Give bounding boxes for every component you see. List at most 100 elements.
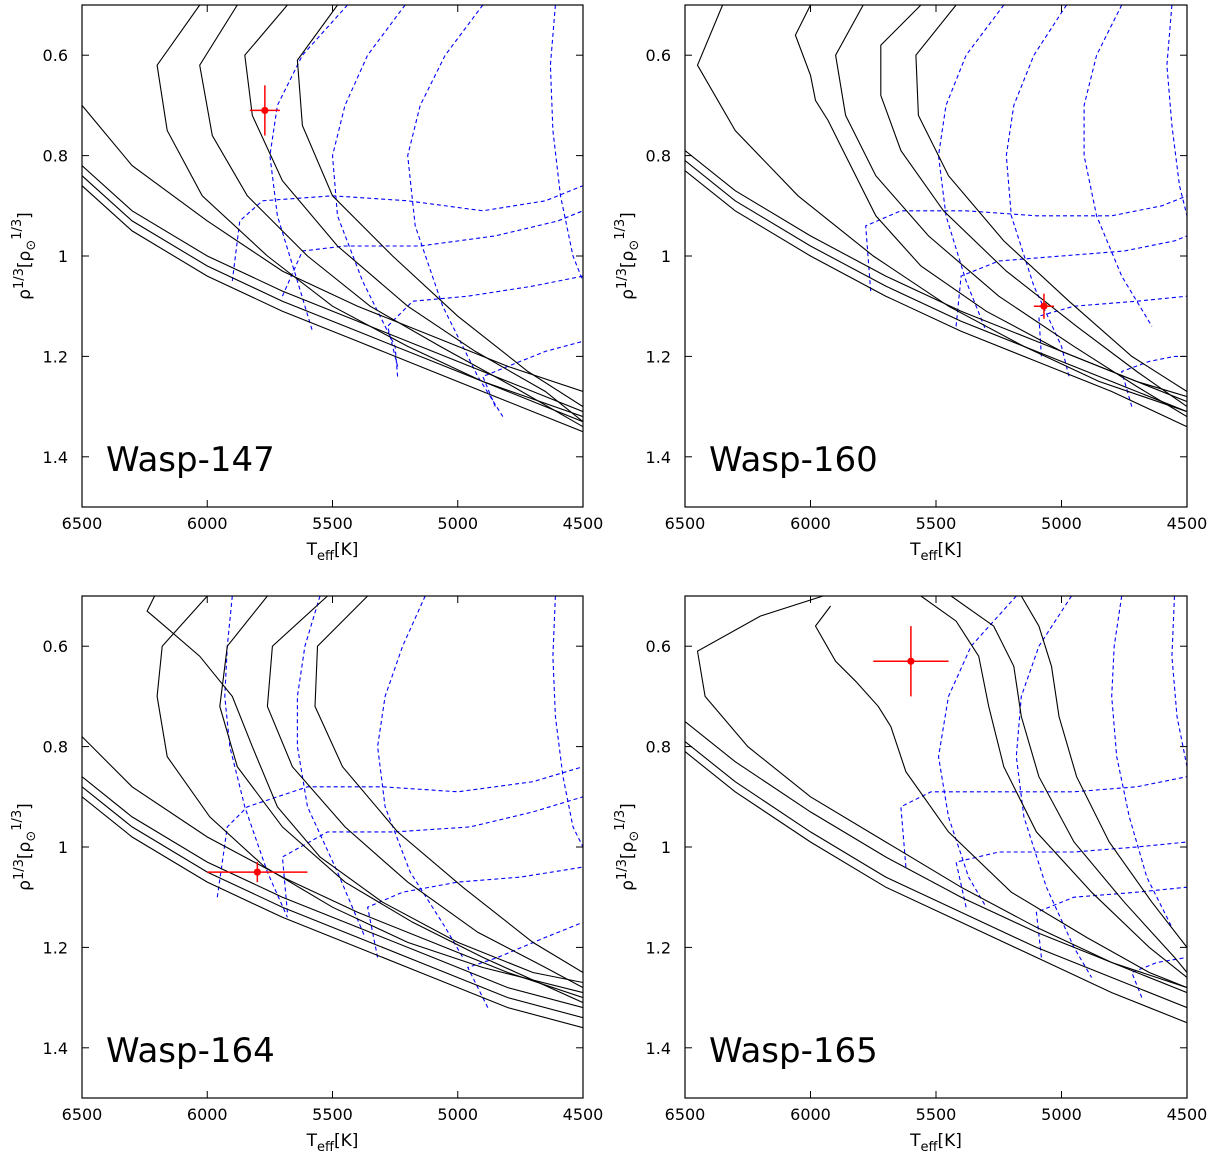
- star-data-point: [261, 106, 269, 115]
- y-axis-label: ρ1/3[ρ⊙1/3]: [10, 212, 39, 300]
- isochrone-line-3: [685, 751, 1187, 1024]
- evolution-track-5: [865, 195, 1187, 292]
- isochrone-line-2: [685, 741, 1187, 1009]
- isochrone-curve-4: [266, 596, 583, 989]
- isochrone-curve-1: [696, 5, 1187, 413]
- y-tick-label: 0.8: [43, 738, 68, 757]
- x-tick-label: 5500: [916, 514, 957, 533]
- y-tick-label: 1.2: [646, 347, 671, 366]
- plot-area: [82, 5, 583, 433]
- plot-area: [82, 596, 583, 1029]
- evolution-track-1: [937, 596, 1017, 908]
- evolution-track-6: [955, 235, 1187, 327]
- star-data-point: [1040, 302, 1048, 310]
- y-tick-label: 0.8: [43, 147, 68, 166]
- evolution-track-4: [549, 5, 583, 282]
- x-tick-label: 6000: [187, 1105, 228, 1124]
- y-tick-label: 0.6: [646, 637, 671, 656]
- star-name-label: Wasp-165: [709, 1031, 878, 1071]
- evolution-track-8: [1121, 355, 1187, 407]
- evolution-track-1: [937, 5, 1005, 332]
- x-tick-label: 6000: [790, 1105, 831, 1124]
- evolution-track-7: [366, 866, 583, 958]
- y-tick-label: 1.2: [646, 938, 671, 957]
- isochrone-curve-2: [199, 5, 583, 428]
- y-tick-label: 1: [661, 838, 671, 857]
- star-data-point: [253, 868, 261, 876]
- y-tick-label: 1.4: [43, 448, 68, 467]
- x-tick-label: 6500: [665, 1105, 706, 1124]
- isochrone-curve-1: [146, 596, 583, 984]
- panel-wasp-147: 6500 6000 5500 5000 4500 0.6 0.8 1 1.2 1.4 Teff[K]…: [10, 4, 604, 564]
- x-tick-label: 5500: [312, 1105, 353, 1124]
- x-axis-label: Teff[K]: [306, 540, 359, 564]
- plot-frame: [81, 4, 584, 508]
- plot-frame: [81, 595, 584, 1099]
- y-tick-label: 0.6: [646, 46, 671, 65]
- evolution-track-6: [281, 796, 583, 913]
- y-axis-label: ρ1/3[ρ⊙1/3]: [10, 803, 39, 891]
- x-tick-label: 4500: [563, 514, 604, 533]
- isochrone-curve-4: [296, 5, 583, 408]
- x-tick-label: 5500: [916, 1105, 957, 1124]
- isochrone-curve-5: [915, 5, 1187, 392]
- evolution-track-5: [900, 776, 1187, 868]
- panel-wasp-164: 6500 6000 5500 5000 4500 0.6 0.8 1 1.2 1.4 Teff[K]…: [10, 595, 604, 1155]
- evolution-track-5: [231, 185, 583, 282]
- evolution-track-7: [1035, 886, 1187, 958]
- panel-wasp-165: 6500 6000 5500 5000 4500 0.6 0.8 1 1.2 1.4 Teff[K]…: [613, 595, 1208, 1155]
- y-tick-label: 0.8: [646, 147, 671, 166]
- y-tick-label: 0.6: [43, 46, 68, 65]
- y-tick-label: 0.8: [646, 738, 671, 757]
- isochrone-curve-5: [1020, 596, 1187, 948]
- evolution-track-7: [386, 275, 583, 367]
- evolution-track-3: [407, 5, 504, 417]
- evolution-track-8: [467, 921, 583, 1008]
- x-tick-label: 4500: [563, 1105, 604, 1124]
- x-tick-label: 6000: [187, 514, 228, 533]
- x-axis-label: Teff[K]: [909, 540, 962, 564]
- isochrone-curve-1: [156, 5, 583, 418]
- isochrone-line-1: [82, 736, 583, 999]
- plot-frame: [684, 595, 1188, 1099]
- x-axis-label: Teff[K]: [909, 1131, 962, 1155]
- star-name-label: Wasp-147: [106, 440, 275, 480]
- x-tick-label: 5000: [437, 514, 478, 533]
- evolution-track-7: [1038, 295, 1187, 357]
- x-tick-label: 6500: [665, 514, 706, 533]
- y-tick-label: 1.2: [43, 938, 68, 957]
- x-tick-label: 5000: [1041, 1105, 1082, 1124]
- x-tick-label: 5000: [437, 1105, 478, 1124]
- isochrone-line-4: [82, 796, 583, 1029]
- evolution-track-2: [1005, 5, 1070, 377]
- evolution-track-4: [552, 596, 583, 848]
- evolution-track-4: [1171, 596, 1187, 767]
- star-name-label: Wasp-164: [106, 1031, 275, 1071]
- evolution-track-5: [216, 766, 583, 898]
- isochrone-line-2: [82, 776, 583, 1009]
- evolution-track-3: [377, 596, 464, 958]
- isochrone-curve-3: [920, 596, 1187, 978]
- star-data-point: [907, 657, 915, 665]
- isochrone-line-3: [685, 170, 1187, 428]
- evolution-track-2: [1015, 596, 1093, 978]
- isochrone-line-2: [82, 165, 583, 413]
- isochrone-curve-2: [156, 596, 583, 994]
- x-axis-label: Teff[K]: [306, 1131, 359, 1155]
- isochrone-line-3: [82, 786, 583, 1019]
- isochrone-curve-1: [696, 596, 1187, 989]
- plot-frame: [684, 4, 1188, 508]
- x-tick-label: 6500: [62, 1105, 103, 1124]
- evolution-track-3: [1083, 5, 1153, 327]
- y-tick-label: 1.4: [43, 1039, 68, 1058]
- isochrone-line-1: [82, 105, 583, 393]
- x-tick-label: 5500: [312, 514, 353, 533]
- y-tick-label: 1.2: [43, 347, 68, 366]
- plot-area: [685, 5, 1187, 428]
- y-axis-label: ρ1/3[ρ⊙1/3]: [613, 212, 642, 300]
- x-tick-label: 6500: [62, 514, 103, 533]
- isochrone-line-3: [82, 175, 583, 423]
- y-axis-label: ρ1/3[ρ⊙1/3]: [613, 803, 642, 891]
- x-tick-label: 4500: [1167, 1105, 1208, 1124]
